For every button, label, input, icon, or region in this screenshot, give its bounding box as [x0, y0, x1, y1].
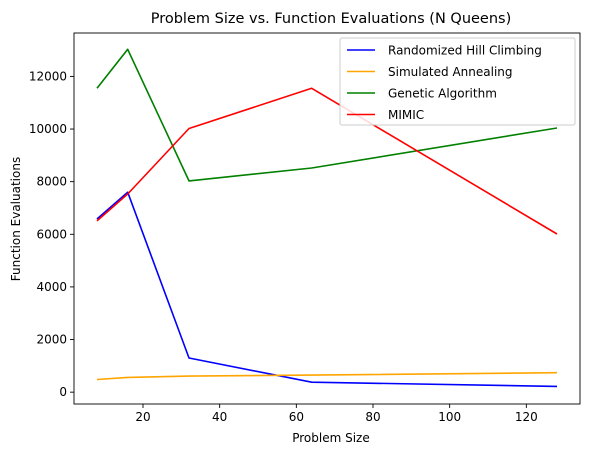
x-tick-label-1: 40 — [212, 410, 227, 424]
x-tick-label-5: 120 — [515, 410, 538, 424]
series-line-2 — [96, 48, 558, 182]
legend: Randomized Hill Climbing Simulated Anneal… — [339, 37, 576, 126]
series-line-1 — [96, 371, 558, 381]
legend-label-0: Randomized Hill Climbing — [388, 44, 542, 58]
x-tick-label-0: 20 — [135, 410, 150, 424]
y-tick-label-6: 12000 — [29, 69, 67, 83]
y-tick-label-3: 6000 — [36, 227, 67, 241]
y-tick-label-4: 8000 — [36, 175, 67, 189]
chart-title: Problem Size vs. Function Evaluations (N… — [151, 11, 512, 27]
y-tick-label-2: 4000 — [36, 280, 67, 294]
x-axis-label: Problem Size — [292, 431, 370, 445]
y-tick-label-5: 10000 — [29, 122, 67, 136]
y-tick-label-1: 2000 — [36, 333, 67, 347]
plot-area: 20 40 60 80 100 120 0 2000 4000 6000 8000 10000 1200… — [29, 32, 581, 424]
y-tick-label-0: 0 — [59, 385, 67, 399]
series-line-0 — [96, 191, 558, 388]
x-tick-label-3: 80 — [365, 410, 380, 424]
legend-label-1: Simulated Annealing — [388, 65, 513, 79]
legend-label-2: Genetic Algorithm — [388, 87, 497, 101]
series-line-3 — [96, 87, 558, 235]
x-tick-label-2: 60 — [289, 410, 304, 424]
legend-label-3: MIMIC — [388, 108, 424, 122]
y-axis-label: Function Evaluations — [9, 157, 23, 281]
legend-box — [339, 37, 576, 126]
axes-frame — [73, 32, 581, 405]
x-tick-label-4: 100 — [438, 410, 461, 424]
